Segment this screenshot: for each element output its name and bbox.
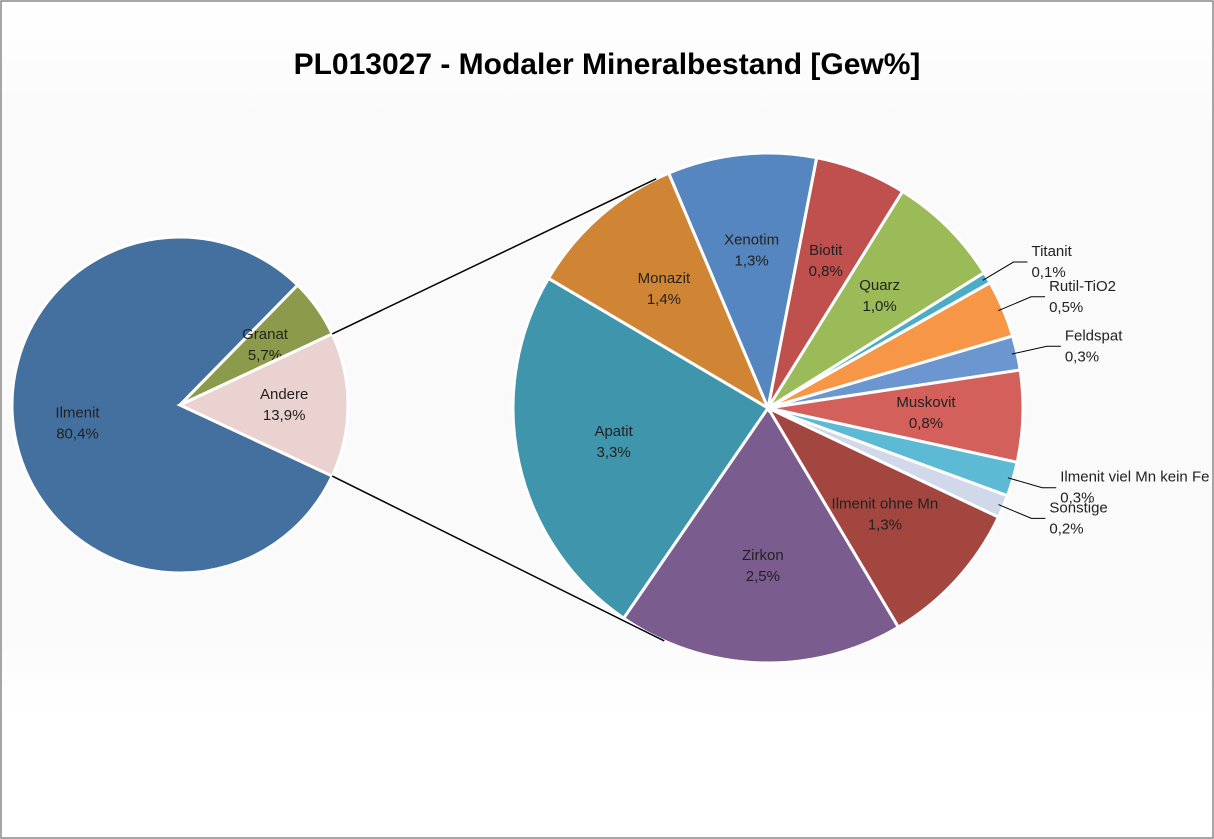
connector-line (331, 178, 657, 335)
slice-label: Monazit (638, 270, 691, 287)
slice-value-label: 1,3% (734, 253, 768, 270)
slice-label: Rutil-TiO2 (1049, 278, 1116, 295)
slice-value-label: 5,7% (248, 347, 282, 364)
slice-value-label: 0,2% (1049, 520, 1083, 537)
pie-slice (766, 189, 987, 410)
slice-label: Quarz (859, 277, 900, 294)
slice-value-label: 0,1% (1031, 264, 1065, 281)
slice-value-label: 1,4% (647, 291, 681, 308)
slice-label: Zirkon (742, 547, 784, 564)
slice-label: Xenotim (724, 232, 779, 249)
pie-slice (176, 331, 350, 479)
slice-label: Biotit (809, 242, 843, 259)
slice-value-label: 3,3% (597, 444, 631, 461)
chart-title: PL013027 - Modaler Mineralbestand [Gew%] (294, 48, 921, 81)
slice-label: Granat (242, 326, 289, 343)
pie-slice (764, 404, 1001, 630)
leader-line (998, 504, 1046, 519)
slice-value-label: 0,3% (1065, 348, 1099, 365)
slice-label: Feldspat (1065, 327, 1123, 344)
slice-label: Andere (260, 386, 308, 403)
slice-value-label: 0,8% (909, 415, 943, 432)
leader-line (1007, 477, 1057, 489)
slice-label: Apatit (594, 423, 633, 440)
slice-value-label: 1,0% (863, 298, 897, 315)
pie-slice (10, 235, 335, 575)
leader-line (997, 296, 1046, 312)
slice-label: Muskovit (896, 394, 956, 411)
leader-line (982, 261, 1028, 281)
slice-value-label: 1,3% (868, 516, 902, 533)
slice-label: Sonstige (1049, 499, 1107, 516)
pie-slice (546, 171, 772, 412)
slice-label: Ilmenit viel Mn kein Fe (1060, 469, 1209, 486)
slice-label: Titanit (1031, 243, 1072, 260)
slice-label: Ilmenit (55, 405, 100, 422)
slice-value-label: 80,4% (56, 426, 99, 443)
slice-value-label: 2,5% (746, 568, 780, 585)
slice-value-label: 0,5% (1049, 299, 1083, 316)
slice-value-label: 0,3% (1060, 490, 1094, 507)
connector-line (331, 475, 665, 642)
slice-value-label: 0,8% (809, 263, 843, 280)
leader-line (1011, 345, 1061, 355)
slice-value-label: 13,9% (263, 407, 306, 424)
slice-label: Ilmenit ohne Mn (832, 495, 939, 512)
pie-slice (666, 151, 819, 414)
pie-slice (511, 276, 771, 621)
